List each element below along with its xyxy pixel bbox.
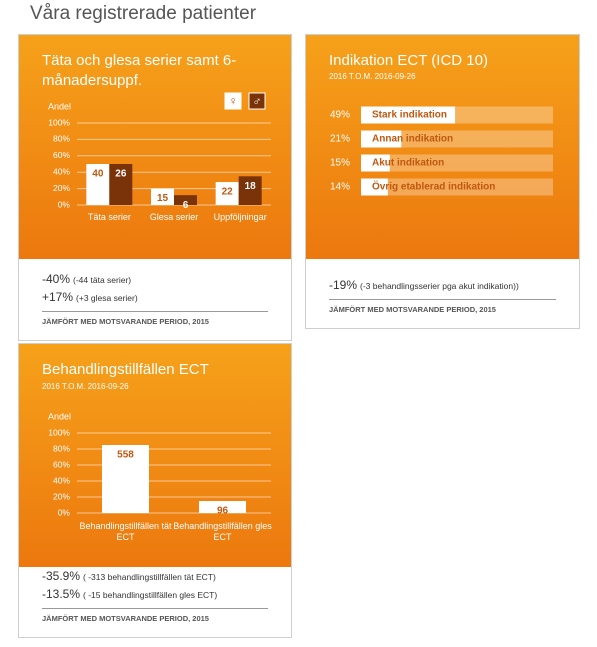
- bar-track: [361, 178, 553, 196]
- y-tick-label: 60%: [53, 459, 70, 469]
- bar: [199, 501, 246, 513]
- bar-label: Övrig etablerad indikation: [372, 180, 495, 193]
- y-tick-label: 80%: [53, 443, 70, 453]
- card-title: Behandlingstillfällen ECT: [42, 361, 209, 378]
- card-title: Täta och glesa serier samt 6-månadersupp…: [42, 52, 237, 89]
- card-header: Täta och glesa serier samt 6-månadersupp…: [19, 35, 291, 259]
- x-tick-label: Behandlingstillfällen tät ECT: [79, 521, 172, 542]
- y-tick-label: 60%: [53, 150, 70, 160]
- change-value: -19%: [329, 278, 358, 292]
- change-value: -35.9%: [42, 569, 81, 583]
- change: -19% (-3 behandlingsserier pga akut indik…: [329, 277, 556, 295]
- bar-count: 22: [222, 187, 234, 198]
- legend-label: ♂: [253, 94, 262, 108]
- card-subtitle: 2016 T.O.M. 2016-09-26: [42, 382, 129, 391]
- bar: [109, 164, 133, 205]
- x-tick-label: Behandlingstillfällen gles ECT: [173, 521, 272, 542]
- change: +17% (+3 glesa serier): [42, 289, 268, 307]
- y-tick-label: 80%: [53, 134, 70, 144]
- note: JÄMFÖRT MED MOTSVARANDE PERIOD, 2015: [329, 299, 556, 314]
- bar: [238, 176, 262, 205]
- chart: 49% Stark indikation 21% Annan indikation 15…: [330, 106, 553, 196]
- chart: Andel 0% 20% 40% 60% 80% 100% ♀ ♂ 40 26 15 6 22 18: [48, 92, 271, 211]
- y-tick-label: 100%: [48, 427, 70, 437]
- change-detail: ( -15 behandlingstillfällen gles ECT): [83, 590, 218, 600]
- bar-count: 26: [115, 169, 127, 180]
- bar-count: 18: [245, 181, 257, 192]
- bar: [361, 106, 456, 124]
- page-title: Våra registrerade patienter: [30, 3, 257, 24]
- value-label: 21%: [330, 134, 350, 145]
- change-detail: ( -313 behandlingstillfällen tät ECT): [83, 572, 216, 582]
- card-header: Indikation ECT (ICD 10) 2016 T.O.M. 2016…: [306, 35, 579, 259]
- change: -40% (-44 täta serier): [42, 271, 268, 289]
- y-tick-label: 0%: [58, 507, 71, 517]
- card: Täta och glesa serier samt 6-månadersupp…: [18, 34, 292, 341]
- change-value: -40%: [42, 272, 71, 286]
- bar: [174, 195, 197, 205]
- card-title: Indikation ECT (ICD 10): [329, 52, 488, 69]
- legend-label: ♀: [229, 94, 238, 108]
- card-subtitle: 2016 T.O.M. 2016-09-26: [329, 72, 416, 81]
- change: -13.5%( -15 behandlingstillfällen gles E…: [42, 586, 268, 604]
- value-label: 49%: [330, 110, 350, 121]
- legend-swatch: [224, 92, 242, 110]
- value-label: 15%: [330, 158, 350, 169]
- card-footer: -40% (-44 täta serier) +17% (+3 glesa seri…: [42, 271, 268, 326]
- bar-track: [361, 154, 553, 172]
- y-tick-label: 40%: [53, 166, 70, 176]
- bar: [361, 154, 390, 172]
- bar-count: 96: [217, 506, 229, 517]
- bar: [151, 188, 174, 205]
- note: JÄMFÖRT MED MOTSVARANDE PERIOD, 2015: [42, 608, 268, 623]
- bar-label: Annan indikation: [372, 134, 453, 145]
- card: Behandlingstillfällen ECT 2016 T.O.M. 20…: [18, 343, 292, 638]
- bar: [215, 182, 239, 205]
- value-label: 14%: [330, 182, 350, 193]
- change-detail: (+3 glesa serier): [76, 293, 138, 303]
- bar: [361, 130, 402, 148]
- card: Indikation ECT (ICD 10) 2016 T.O.M. 2016…: [305, 34, 580, 329]
- y-tick-label: 100%: [48, 117, 70, 127]
- bar: [102, 445, 149, 513]
- change-detail: (-3 behandlingsserier pga akut indikatio…: [360, 281, 519, 291]
- bar: [361, 178, 388, 196]
- x-tick-label: Glesa serier: [149, 212, 199, 222]
- bar-track: [361, 130, 553, 148]
- bar-count: 15: [157, 193, 169, 204]
- card-header: Behandlingstillfällen ECT 2016 T.O.M. 20…: [19, 344, 291, 567]
- bar-label: Akut indikation: [372, 158, 444, 169]
- change-detail: (-44 täta serier): [73, 275, 132, 285]
- bar-count: 558: [117, 450, 134, 461]
- y-axis-label: Andel: [48, 101, 71, 111]
- y-tick-label: 20%: [53, 491, 70, 501]
- change-value: -13.5%: [42, 587, 81, 601]
- bar-count: 6: [183, 200, 189, 211]
- bar-label: Stark indikation: [372, 110, 447, 121]
- change: -35.9%( -313 behandlingstillfällen tät E…: [42, 568, 268, 586]
- card-footer: -35.9%( -313 behandlingstillfällen tät E…: [42, 568, 268, 623]
- y-axis-label: Andel: [48, 411, 71, 421]
- x-tick-label: Uppföljningar: [213, 212, 267, 222]
- bar: [86, 164, 110, 205]
- legend-swatch: [248, 92, 266, 110]
- chart: Andel 0% 20% 40% 60% 80% 100% 558 96: [48, 411, 271, 517]
- y-tick-label: 0%: [58, 199, 71, 209]
- change-value: +17%: [42, 290, 74, 304]
- bar-count: 40: [92, 169, 104, 180]
- x-tick-label: Täta serier: [87, 212, 131, 222]
- y-tick-label: 40%: [53, 475, 70, 485]
- note: JÄMFÖRT MED MOTSVARANDE PERIOD, 2015: [42, 311, 268, 326]
- card-footer: -19% (-3 behandlingsserier pga akut indik…: [329, 277, 556, 314]
- y-tick-label: 20%: [53, 183, 70, 193]
